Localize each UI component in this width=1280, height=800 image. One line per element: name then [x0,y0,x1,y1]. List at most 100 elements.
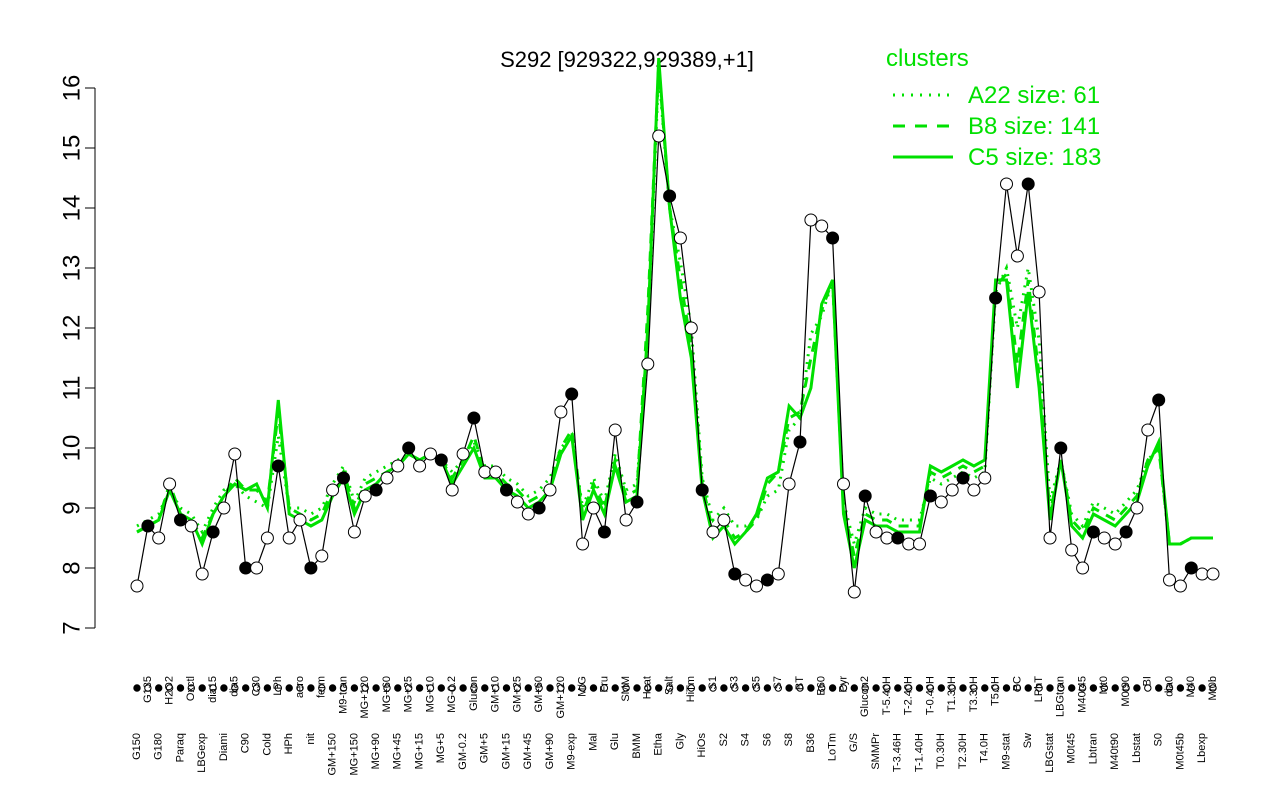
series-line [136,135,1213,593]
x-rug-marker [1046,684,1054,692]
x-rug-marker [361,684,369,692]
x-tick-label: C30 [251,676,263,696]
x-rug-marker [502,684,511,692]
x-tick-label: Fru [598,676,610,693]
data-point [956,471,970,485]
data-point [913,537,926,551]
x-rug-marker [731,684,739,692]
x-tick-label: SMM [620,676,632,702]
x-rug-marker [785,684,793,692]
x-rug-marker [350,684,359,692]
legend-label-c5: C5 size: 183 [968,144,1101,171]
data-point [1043,531,1057,545]
x-rug-marker [568,684,576,692]
data-point [1021,177,1035,191]
data-point [250,561,264,575]
cluster-line-a22 [136,69,1213,550]
x-rug-marker [263,684,272,692]
data-point [1086,525,1100,539]
data-point [358,489,372,503]
x-rug-marker [622,684,630,692]
x-tick-label: GM+15 [500,733,512,769]
x-rug-marker [720,684,728,692]
x-tick-label: GM+120 [555,676,567,719]
data-point [967,483,981,497]
x-tick-label: Glucon2 [859,676,871,717]
x-rug-marker [1209,684,1217,692]
data-point [174,513,187,527]
data-points [130,129,1220,599]
x-rug-marker [665,684,674,692]
x-tick-label: Mt0b [1207,676,1219,700]
x-tick-label: GM+45 [522,733,534,769]
data-point [369,483,383,497]
x-rug-marker [894,684,902,692]
x-tick-label: S2 [718,733,730,746]
x-rug-marker [883,684,891,692]
y-tick-label: 8 [58,561,85,574]
data-point [771,567,785,581]
x-rug-marker [633,684,641,692]
data-point [739,573,753,587]
x-rug-marker [796,684,804,692]
x-rug-marker [959,684,967,692]
data-point [663,189,677,203]
x-tick-label: T1.30H [946,676,958,712]
x-rug-marker [383,684,391,692]
data-point [793,435,807,449]
x-rug-marker [448,684,456,692]
legend-title: clusters [886,45,969,72]
x-tick-label: M9-stat [1000,733,1012,770]
x-rug-marker [459,684,467,692]
x-tick-label: MG+90 [370,733,382,769]
data-point [293,513,307,527]
data-point [619,513,633,527]
x-tick-label: Sw [1022,733,1034,748]
data-point [1173,579,1187,593]
data-point [456,447,470,461]
x-tick-label: MG+45 [392,733,404,769]
y-tick-label: 11 [58,376,85,401]
data-point [315,549,329,563]
x-tick-label: BT [794,676,806,690]
x-tick-label: Etha [653,732,665,756]
x-rug-marker [437,684,445,692]
x-tick-label: MG+10 [424,676,436,712]
data-point [1206,567,1220,581]
x-tick-label: HPh [283,733,295,754]
x-tick-label: MG+120 [359,676,371,719]
data-point [554,405,568,419]
x-rug-marker [187,684,196,692]
x-tick-label: T2.30H [957,733,969,769]
data-point [413,459,427,473]
x-tick-label: Mal [587,733,599,751]
data-point [815,219,829,233]
x-rug-marker [285,684,293,692]
data-point [706,525,720,539]
x-tick-label: Cold [261,733,273,756]
data-point [923,489,937,503]
x-rug-marker [252,684,261,692]
data-point [945,483,959,497]
data-point [260,531,274,545]
data-point [760,573,774,587]
x-tick-label: Glucon [468,676,480,711]
x-rug-marker [513,684,522,692]
data-point [608,423,622,437]
x-tick-label: M40t45 [1077,676,1089,713]
x-tick-label: GM+90 [544,733,556,769]
x-rug-marker [752,684,761,692]
x-rug-marker [981,684,989,692]
data-point [402,441,416,455]
data-point [565,387,579,401]
x-tick-label: T5.0H [990,676,1002,706]
x-tick-label: S7 [772,676,784,689]
x-rug-marker [970,684,978,692]
y-tick-label: 15 [58,135,85,162]
x-rug-marker [905,684,913,692]
x-rug-marker [339,684,348,692]
x-rug-marker [133,684,141,692]
x-tick-label: T3.30H [968,676,980,712]
data-point [445,483,459,497]
